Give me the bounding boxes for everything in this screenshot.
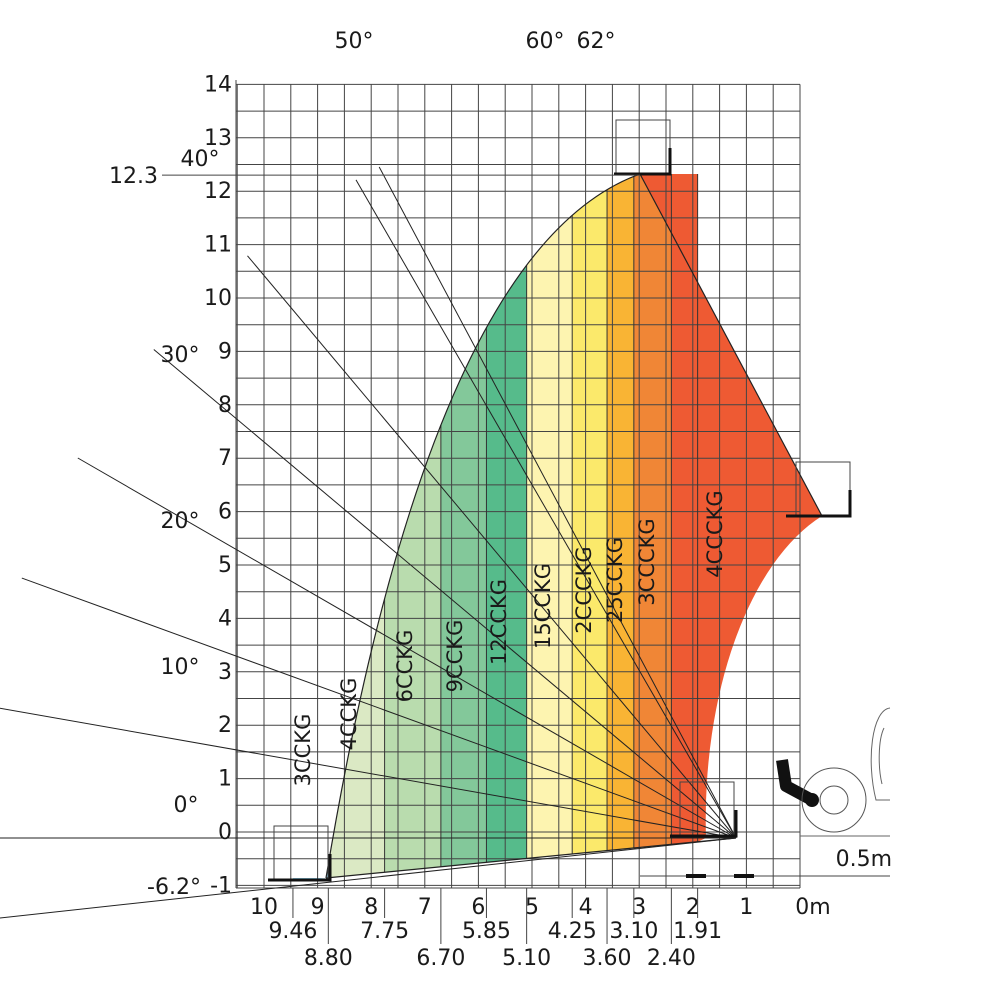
sub-x-label: 1.91 <box>673 919 722 944</box>
angle-label: 0° <box>174 793 199 818</box>
y-tick-label: 12 <box>204 179 232 204</box>
envelope-bottom <box>325 837 737 879</box>
sub-x-label: 6.70 <box>416 946 465 971</box>
boom-line-8 <box>0 837 737 919</box>
zone-label-4000: 4CCKG <box>337 678 361 751</box>
zone-label-25000: 25CCKG <box>603 537 627 623</box>
y-tick-label: 8 <box>218 393 232 418</box>
sub-x-label: 3.60 <box>583 946 632 971</box>
zone-20000 <box>572 189 607 854</box>
zone-label-30000: 3CCCKG <box>635 518 659 605</box>
boom-line-0 <box>378 166 737 839</box>
envelope-outer <box>325 173 641 879</box>
x-tick-label: 5 <box>525 895 539 920</box>
angle-label: 62° <box>577 29 616 54</box>
y-tick-label: -1 <box>210 873 232 898</box>
angle-label: 20° <box>161 509 200 534</box>
grid <box>235 80 801 889</box>
x-tick-label: 4 <box>579 895 593 920</box>
y-tick-label: 3 <box>218 660 232 685</box>
sub-x-label: 4.25 <box>548 919 597 944</box>
fork-box-bottom <box>273 825 329 881</box>
fork-top-icon <box>614 148 672 176</box>
zone-label-12000: 12CCKG <box>487 579 511 665</box>
zone-4000 <box>328 598 385 878</box>
hub-icon <box>819 785 849 815</box>
x-tick-label: 6 <box>471 895 485 920</box>
x-tick-label: 2 <box>686 895 700 920</box>
angle-label: 60° <box>526 29 565 54</box>
fork-right-icon <box>786 490 852 518</box>
zone-6000 <box>384 425 441 873</box>
sub-x-label: 5.10 <box>502 946 551 971</box>
y-tick-label: 2 <box>218 713 232 738</box>
y-tick-label: 13 <box>204 126 232 151</box>
y-tick-label: 1 <box>218 767 232 792</box>
sub-x-label: 8.80 <box>304 946 353 971</box>
fork-box-top <box>615 119 671 175</box>
fork-bottom-icon <box>268 854 332 882</box>
zone-label-15000: 15CCKG <box>531 563 555 649</box>
y-tick-label: 10 <box>204 286 232 311</box>
boom-line-3 <box>153 349 737 839</box>
scale-label: 0.5m <box>836 847 892 872</box>
angle-label: 30° <box>161 343 200 368</box>
angle-label: 40° <box>181 147 220 172</box>
y-tick-label: 5 <box>218 553 232 578</box>
boom-line-5 <box>21 577 737 839</box>
wheel-icon <box>801 767 867 833</box>
x-tick-label: 9 <box>311 895 325 920</box>
zone-40000 <box>671 174 698 845</box>
sub-x-label: 2.40 <box>647 946 696 971</box>
boom-angle-lines <box>0 166 737 919</box>
sub-x-label: 5.85 <box>462 919 511 944</box>
fork-near-icon <box>670 810 738 838</box>
boom-line-6 <box>0 707 737 839</box>
zone-15000 <box>526 215 573 859</box>
sub-x-label: 7.75 <box>360 919 409 944</box>
x-tick-label: 0m <box>795 895 830 920</box>
y-tick-label: 7 <box>218 446 232 471</box>
zone-12000 <box>486 265 527 863</box>
angle-label: 10° <box>161 655 200 680</box>
zone-label-20000: 2CCCKG <box>572 546 596 633</box>
max-height-label: 12.3 <box>109 164 158 189</box>
x-tick-label: 7 <box>418 895 432 920</box>
x-tick-label: 8 <box>364 895 378 920</box>
x-tick-label: 10 <box>250 895 278 920</box>
cab-icon <box>870 707 891 801</box>
angle-label: -6.2° <box>147 875 201 900</box>
x-tick-label: 1 <box>739 895 753 920</box>
boom-line-1 <box>355 179 737 839</box>
y-tick-label: 14 <box>204 72 232 97</box>
machine-icons <box>268 119 891 882</box>
sub-x-label: 3.10 <box>609 919 658 944</box>
zone-label-9000: 9CCKG <box>443 620 467 693</box>
boom-arm-icon <box>776 759 815 806</box>
zone-25000 <box>607 176 634 851</box>
zone-9000 <box>440 327 487 867</box>
y-tick-label: 9 <box>218 339 232 364</box>
zone-right-base <box>640 174 822 842</box>
zone-label-6000: 6CCKG <box>393 630 417 703</box>
zone-label-3000: 3CCKG <box>291 714 315 787</box>
boom-line-4 <box>77 457 737 839</box>
sub-x-label: 9.46 <box>268 919 317 944</box>
envelope-right <box>639 173 823 517</box>
zone-label-40000: 4CCCKG <box>703 490 727 577</box>
boom-line-2 <box>247 255 737 839</box>
angle-label: 50° <box>335 29 374 54</box>
load-zones <box>292 174 822 882</box>
x-tick-label: 3 <box>632 895 646 920</box>
y-tick-label: 4 <box>218 606 232 631</box>
zone-dividers <box>325 173 823 879</box>
zone-30000 <box>633 174 672 848</box>
boom-pivot-icon <box>805 793 819 807</box>
y-tick-label: 0 <box>218 820 232 845</box>
y-tick-label: 6 <box>218 500 232 525</box>
y-tick-label: 11 <box>204 233 232 258</box>
